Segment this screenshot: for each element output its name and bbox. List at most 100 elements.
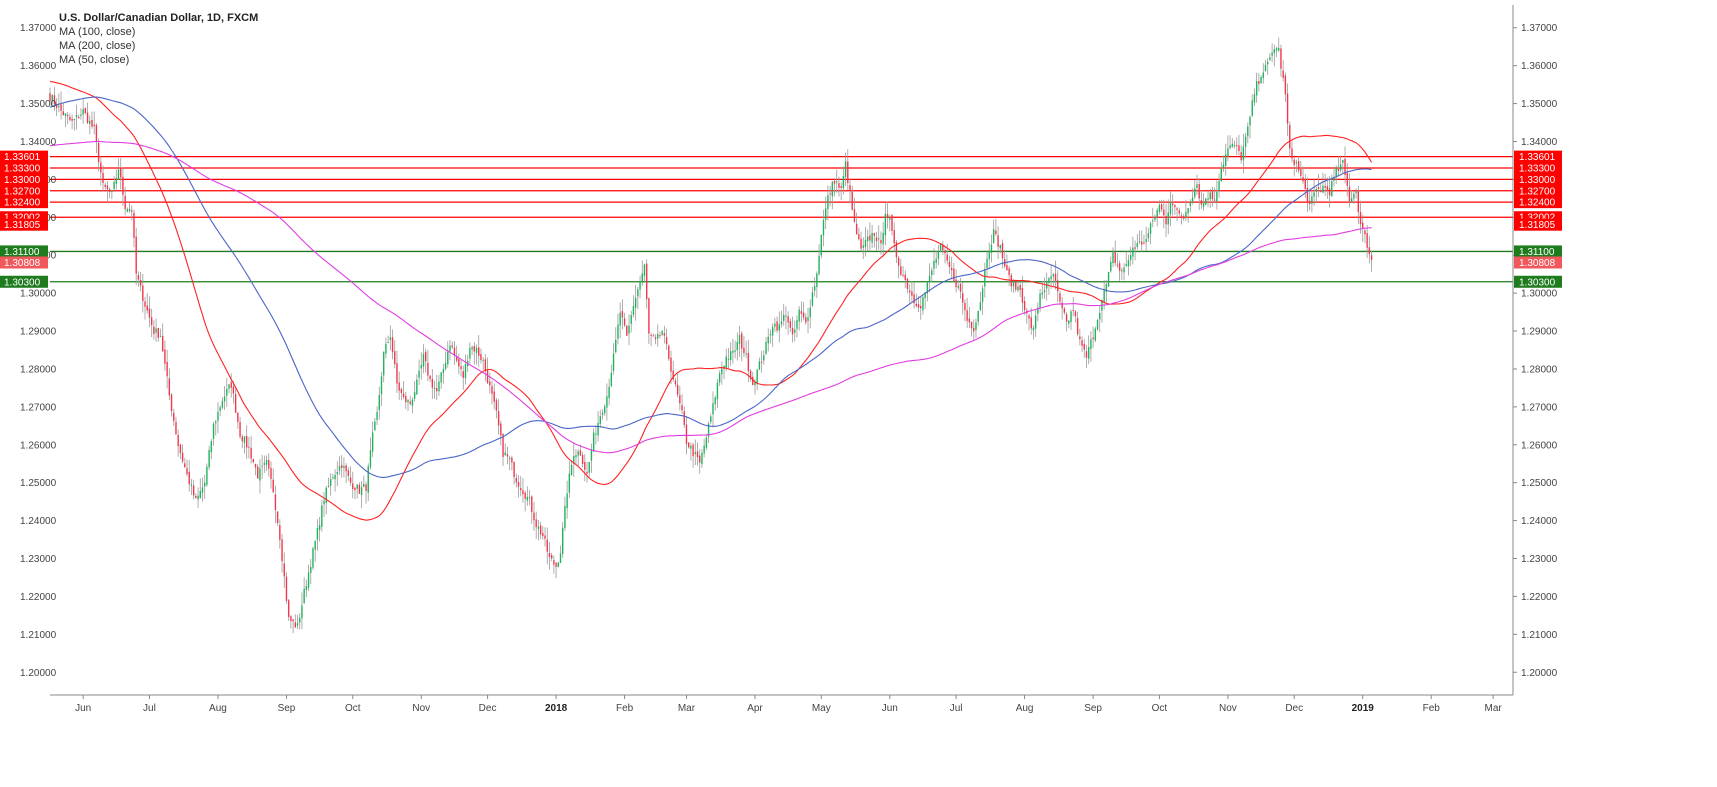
level-label-left: 1.32002 <box>4 213 41 224</box>
candle-body <box>805 317 807 323</box>
candle-body <box>1328 188 1331 196</box>
candle-body <box>486 370 489 384</box>
candle-body <box>106 185 109 190</box>
candle-body <box>506 454 509 457</box>
x-tick-label: Nov <box>412 703 430 714</box>
candle-body <box>307 572 310 588</box>
candle-body <box>215 421 217 424</box>
candle-body <box>1211 191 1214 200</box>
y-tick-label-right: 1.27000 <box>1521 402 1558 413</box>
candle-body <box>232 386 235 394</box>
candle-body <box>1180 215 1183 218</box>
y-tick-label-left: 1.25000 <box>20 478 57 489</box>
candle-body <box>542 532 544 537</box>
candle-body <box>699 455 701 463</box>
y-tick-label-left: 1.29000 <box>20 327 57 338</box>
candle-body <box>590 450 593 461</box>
candle-body <box>497 411 500 426</box>
candle-body <box>1229 145 1231 149</box>
candle-body <box>1061 302 1063 309</box>
candle-body <box>1346 172 1348 186</box>
candle-body <box>97 142 100 163</box>
candle-body <box>482 359 484 361</box>
candle-body <box>1094 328 1097 341</box>
x-tick-label: Aug <box>1016 703 1034 714</box>
y-tick-label-right: 1.34000 <box>1521 137 1558 148</box>
level-label-right: 1.33000 <box>1519 175 1556 186</box>
candle-body <box>520 488 522 491</box>
candle-body <box>637 289 639 297</box>
candle-body <box>595 433 597 435</box>
x-tick-label: 2019 <box>1352 703 1375 714</box>
candle-body <box>754 382 756 386</box>
level-label-left: 1.32700 <box>4 186 41 197</box>
chart-legend: U.S. Dollar/Canadian Dollar, 1D, FXCM MA… <box>59 11 258 67</box>
candle-body <box>1364 230 1366 235</box>
candle-body <box>776 321 778 331</box>
candle-body <box>860 238 862 249</box>
candle-body <box>206 466 208 485</box>
candle-body <box>559 553 562 563</box>
candle-body <box>648 298 650 334</box>
candle-body <box>1125 264 1127 266</box>
candle-body <box>135 236 137 274</box>
candle-body <box>175 421 177 435</box>
x-tick-label: 2018 <box>545 703 568 714</box>
candle-body <box>721 368 723 375</box>
candle-body <box>400 388 403 394</box>
candle-body <box>999 245 1001 249</box>
candle-body <box>1255 81 1258 96</box>
candle-body <box>836 181 838 183</box>
candle-body <box>374 421 376 431</box>
candle-body <box>884 213 887 236</box>
y-tick-label-left: 1.36000 <box>20 61 57 72</box>
candle-body <box>997 235 999 247</box>
candle-body <box>341 465 343 468</box>
candle-body <box>1143 242 1145 244</box>
candle-body <box>170 394 173 411</box>
candle-body <box>104 184 106 188</box>
candle-body <box>747 352 750 372</box>
candle-body <box>263 462 266 465</box>
candle-body <box>137 275 140 280</box>
candle-body <box>254 464 257 468</box>
candle-body <box>257 466 259 479</box>
candle-body <box>1057 280 1059 292</box>
candle-body <box>707 423 710 437</box>
candle-body <box>592 432 595 452</box>
candle-body <box>749 370 752 379</box>
candle-body <box>1030 317 1032 329</box>
candle-body <box>239 422 241 437</box>
candle-body <box>230 382 232 388</box>
candle-body <box>1165 215 1167 225</box>
candle-body <box>763 355 765 361</box>
candle-body <box>579 450 582 456</box>
candle-body <box>900 266 902 275</box>
candle-body <box>226 388 228 396</box>
y-tick-label-right: 1.25000 <box>1521 478 1558 489</box>
candle-body <box>1132 247 1134 257</box>
candle-body <box>1050 276 1052 280</box>
level-label-right: 1.30300 <box>1519 277 1556 288</box>
candle-body <box>970 321 973 329</box>
candle-body <box>1103 290 1105 302</box>
candle-body <box>1087 347 1090 359</box>
candle-body <box>1105 284 1108 292</box>
candle-body <box>177 434 179 447</box>
candle-body <box>1238 145 1240 152</box>
candle-body <box>111 190 113 192</box>
candle-body <box>469 348 471 359</box>
candle-body <box>862 245 864 248</box>
candle-body <box>281 539 283 562</box>
candle-body <box>1331 181 1333 197</box>
x-tick-label: Jul <box>950 703 963 714</box>
candle-body <box>1065 314 1068 322</box>
candle-body <box>1207 198 1209 200</box>
candle-body <box>173 412 175 422</box>
candle-body <box>917 304 920 308</box>
candle-body <box>75 114 78 118</box>
candle-body <box>440 372 442 383</box>
candle-body <box>562 527 564 554</box>
candle-body <box>851 191 853 210</box>
